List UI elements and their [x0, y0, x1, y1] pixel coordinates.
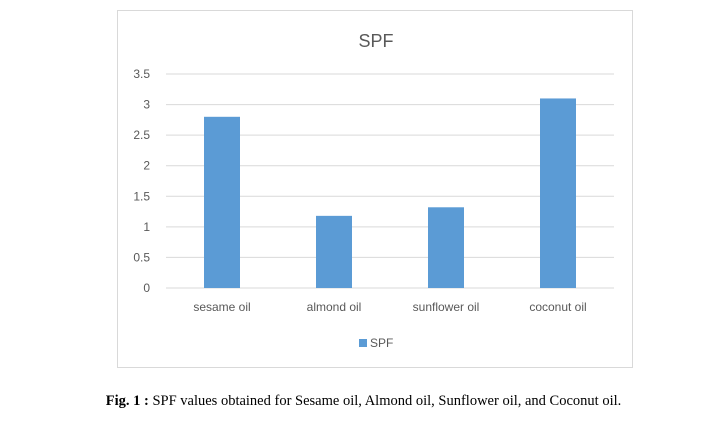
bar-coconut-oil	[540, 98, 576, 288]
y-tick-label: 0.5	[133, 250, 150, 264]
y-tick-label: 2.5	[133, 128, 150, 142]
y-tick-label: 1	[143, 220, 150, 234]
legend-swatch	[359, 339, 367, 347]
bar-sunflower-oil	[428, 207, 464, 288]
y-tick-label: 3	[143, 98, 150, 112]
chart-title: SPF	[358, 31, 393, 51]
bar-sesame-oil	[204, 116, 240, 288]
caption-prefix: Fig. 1 :	[105, 393, 149, 409]
bar-chart: SPF 0 0.5 1 1.5 2 2.5 3 3.5 sesame oil almond oil s…	[133, 31, 614, 350]
bar-almond-oil	[316, 215, 352, 288]
x-tick-label: sunflower oil	[413, 300, 480, 314]
y-tick-label: 3.5	[133, 67, 150, 81]
legend-label: SPF	[370, 336, 393, 350]
caption-text: SPF values obtained for Sesame oil, Almo…	[148, 393, 622, 409]
chart-frame: SPF 0 0.5 1 1.5 2 2.5 3 3.5 sesame oil almond oil s…	[117, 10, 633, 368]
figure-caption: Fig. 1 : SPF values obtained for Sesame …	[0, 393, 727, 410]
x-tick-label: coconut oil	[529, 300, 586, 314]
x-tick-label: sesame oil	[193, 300, 250, 314]
y-tick-label: 2	[143, 159, 150, 173]
y-tick-label: 1.5	[133, 189, 150, 203]
x-tick-label: almond oil	[307, 300, 362, 314]
y-tick-label: 0	[143, 281, 150, 295]
